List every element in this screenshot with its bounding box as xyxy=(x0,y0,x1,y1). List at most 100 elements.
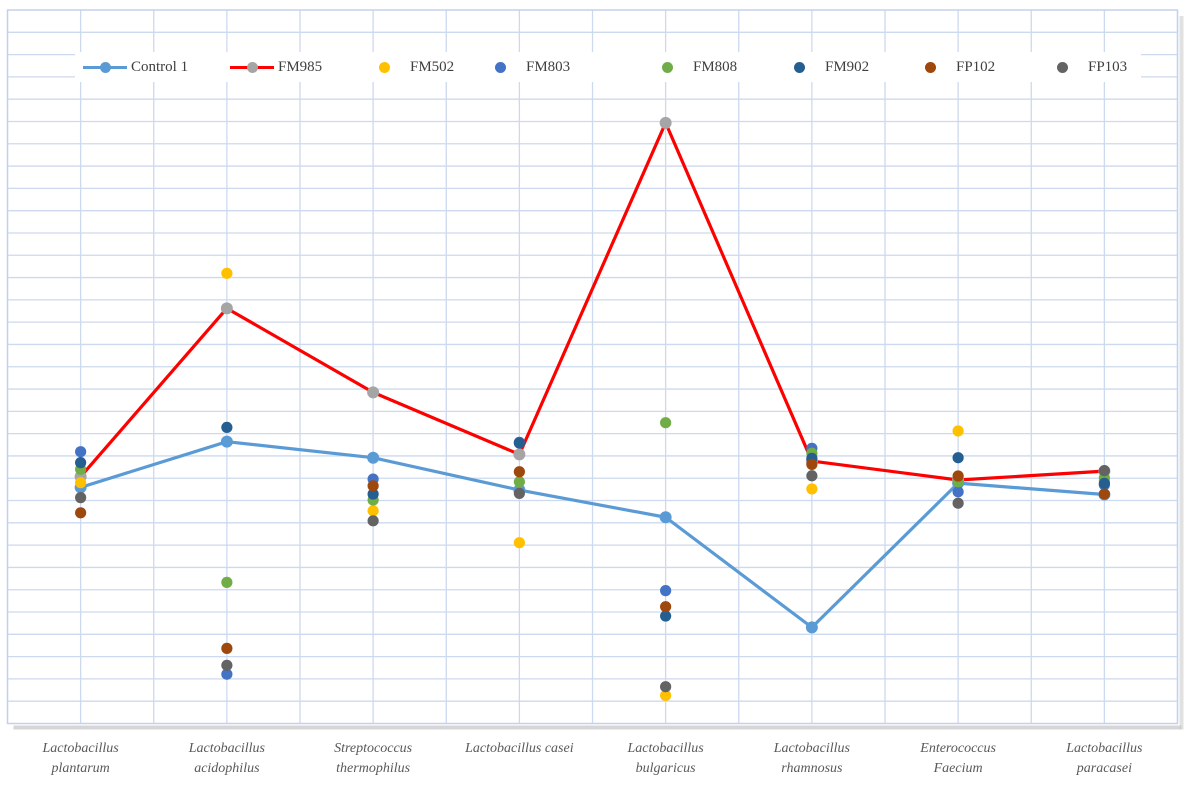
legend-marker-icon xyxy=(924,61,936,73)
legend-swatch-icon xyxy=(230,60,274,74)
x-axis-labels: Lactobacillus plantarum Lactobacillus acido… xyxy=(0,739,1188,791)
data-point xyxy=(75,446,87,458)
legend-label: Control 1 xyxy=(131,58,189,75)
data-point xyxy=(806,470,818,482)
data-point xyxy=(513,437,525,449)
x-axis-label-line: Lactobacillus xyxy=(1066,741,1143,756)
x-axis-label-line: Lactobacillus xyxy=(188,741,265,756)
legend-label: FM808 xyxy=(693,58,738,75)
data-point xyxy=(806,458,818,471)
data-point xyxy=(221,576,233,588)
data-point xyxy=(806,483,818,495)
legend-swatch-icon xyxy=(362,60,406,74)
x-axis-label-line: paracasei xyxy=(1076,761,1132,776)
data-point xyxy=(367,488,379,500)
data-point xyxy=(75,507,87,519)
data-point xyxy=(367,451,380,464)
legend-swatch-icon xyxy=(645,60,689,74)
data-point xyxy=(659,116,672,129)
x-axis-label-line: rhamnosus xyxy=(781,761,843,776)
gridlines xyxy=(6,9,1179,725)
legend-item-fm502: FM502 xyxy=(362,52,454,82)
data-point xyxy=(805,621,818,634)
series-line xyxy=(79,440,1106,630)
data-point xyxy=(660,417,672,429)
legend-label: FM803 xyxy=(526,58,571,75)
series-fp103 xyxy=(75,465,1110,693)
x-axis-label: Enterococcus Faecium xyxy=(883,739,1033,779)
x-axis-label: Lactobacillus plantarum xyxy=(6,739,156,779)
data-point xyxy=(367,386,380,399)
legend-item-fp103: FP103 xyxy=(1040,52,1127,82)
x-axis-label-line: acidophilus xyxy=(194,761,260,776)
legend-label: FM502 xyxy=(410,58,455,75)
data-point xyxy=(75,477,87,489)
legend-marker-icon xyxy=(246,61,258,73)
legend-label: FM902 xyxy=(825,58,870,75)
data-point xyxy=(659,511,672,524)
data-point xyxy=(1098,477,1110,489)
x-axis-label-line: Faecium xyxy=(933,761,983,776)
data-point xyxy=(952,486,964,498)
data-point xyxy=(513,448,526,461)
legend-marker-icon xyxy=(1056,61,1068,73)
x-axis-label-line: Lactobacillus xyxy=(773,741,850,756)
data-point xyxy=(367,505,379,517)
legend-swatch-icon xyxy=(908,60,952,74)
series-fm902 xyxy=(75,421,1110,622)
data-point xyxy=(660,585,672,597)
series-fp102 xyxy=(75,458,1110,654)
data-point xyxy=(1098,488,1110,500)
data-point xyxy=(513,476,525,488)
data-point xyxy=(660,689,672,702)
data-point xyxy=(221,659,233,671)
x-axis-label: Lactobacillus rhamnosus xyxy=(737,739,887,779)
legend-label: FP103 xyxy=(1088,58,1128,75)
data-point xyxy=(221,668,233,680)
data-point xyxy=(952,497,964,509)
x-axis-label-line: Lactobacillus xyxy=(627,741,704,756)
data-point xyxy=(220,302,233,315)
x-axis-label: Lactobacillus paracasei xyxy=(1029,739,1179,779)
x-axis-label-line: thermophilus xyxy=(336,761,411,776)
legend-item-fp102: FP102 xyxy=(908,52,995,82)
x-axis-label-line: bulgaricus xyxy=(635,761,696,776)
legend-item-fm808: FM808 xyxy=(645,52,737,82)
data-point xyxy=(952,470,964,482)
legend-marker-icon xyxy=(378,61,390,73)
x-axis-label-line: plantarum xyxy=(51,761,110,776)
legend-marker-icon xyxy=(661,61,673,73)
x-axis-label-line: Streptococcus xyxy=(334,741,413,756)
legend-marker-icon xyxy=(793,61,805,73)
data-point xyxy=(367,480,379,492)
data-point xyxy=(513,487,525,499)
data-point xyxy=(513,466,525,478)
data-point xyxy=(660,610,672,622)
x-axis-label: Lactobacillus acidophilus xyxy=(152,739,302,779)
legend-item-fm985: FM985 xyxy=(230,52,322,82)
legend-item-fm803: FM803 xyxy=(478,52,570,82)
legend-item-control-1: Control 1 xyxy=(83,52,188,82)
data-point xyxy=(75,492,87,504)
data-point xyxy=(1098,465,1110,477)
data-point xyxy=(221,267,233,279)
data-point xyxy=(660,601,672,613)
data-point xyxy=(952,425,964,437)
plot-frame-shadow xyxy=(13,16,1184,730)
data-point xyxy=(220,435,233,448)
series-line xyxy=(79,121,1106,482)
x-axis-label-line: Enterococcus xyxy=(920,741,996,756)
x-axis-label-line: Lactobacillus xyxy=(42,741,119,756)
data-point xyxy=(660,681,672,693)
data-point xyxy=(221,642,233,654)
legend-swatch-icon xyxy=(1040,60,1084,74)
legend-item-fm902: FM902 xyxy=(777,52,869,82)
x-axis-label: Lactobacillus casei xyxy=(444,739,594,759)
legend: Control 1 FM985 FM502 FM803 FM808 FM902 FP102 F… xyxy=(75,52,1141,82)
legend-label: FP102 xyxy=(956,58,996,75)
legend-marker-icon xyxy=(494,61,506,73)
x-axis-label-line: Lactobacillus casei xyxy=(465,741,574,756)
legend-swatch-icon xyxy=(777,60,821,74)
